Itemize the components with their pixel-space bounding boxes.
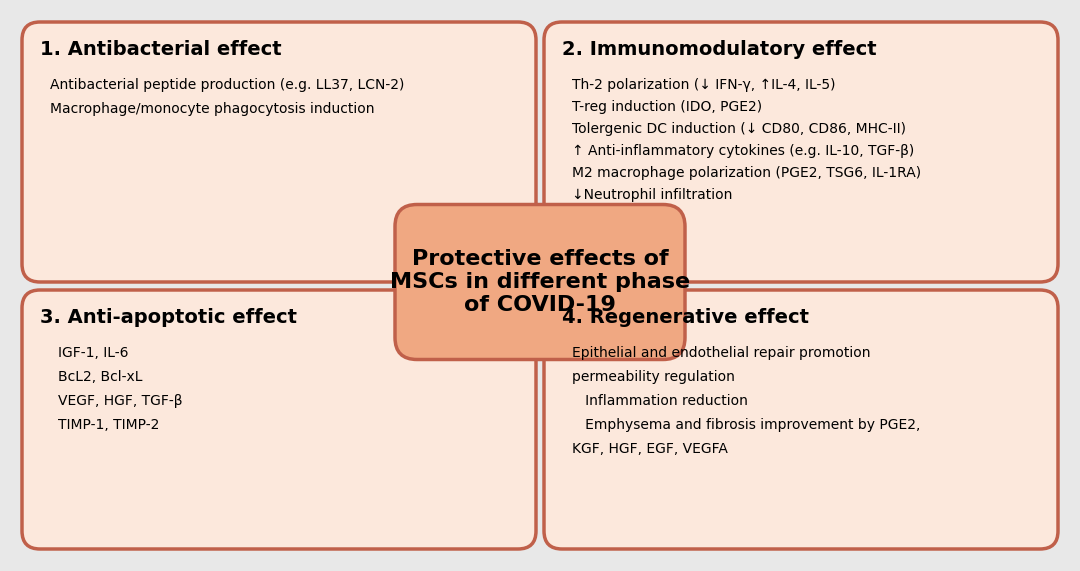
Text: Inflammation reduction: Inflammation reduction — [572, 394, 747, 408]
Text: T-reg induction (IDO, PGE2): T-reg induction (IDO, PGE2) — [572, 100, 762, 114]
Text: Epithelial and endothelial repair promotion: Epithelial and endothelial repair promot… — [572, 346, 870, 360]
Text: 1. Antibacterial effect: 1. Antibacterial effect — [40, 40, 282, 59]
Text: ↑ Anti-inflammatory cytokines (e.g. IL-10, TGF-β): ↑ Anti-inflammatory cytokines (e.g. IL-1… — [572, 144, 915, 158]
Text: Antibacterial peptide production (e.g. LL37, LCN-2): Antibacterial peptide production (e.g. L… — [50, 78, 404, 92]
Text: 3. Anti-apoptotic effect: 3. Anti-apoptotic effect — [40, 308, 297, 327]
Text: Tolergenic DC induction (↓ CD80, CD86, MHC-II): Tolergenic DC induction (↓ CD80, CD86, M… — [572, 122, 906, 136]
Text: permeability regulation: permeability regulation — [572, 370, 734, 384]
Text: 4. Regenerative effect: 4. Regenerative effect — [562, 308, 809, 327]
Text: Emphysema and fibrosis improvement by PGE2,: Emphysema and fibrosis improvement by PG… — [572, 418, 920, 432]
FancyBboxPatch shape — [22, 22, 536, 282]
FancyBboxPatch shape — [22, 290, 536, 549]
Text: ↓Neutrophil infiltration: ↓Neutrophil infiltration — [572, 188, 732, 202]
Text: BcL2, Bcl-xL: BcL2, Bcl-xL — [58, 370, 143, 384]
Text: VEGF, HGF, TGF-β: VEGF, HGF, TGF-β — [58, 394, 183, 408]
FancyBboxPatch shape — [395, 204, 685, 360]
Text: Th-2 polarization (↓ IFN-γ, ↑IL-4, IL-5): Th-2 polarization (↓ IFN-γ, ↑IL-4, IL-5) — [572, 78, 836, 92]
Text: KGF, HGF, EGF, VEGFA: KGF, HGF, EGF, VEGFA — [572, 442, 728, 456]
FancyBboxPatch shape — [544, 290, 1058, 549]
Text: M2 macrophage polarization (PGE2, TSG6, IL-1RA): M2 macrophage polarization (PGE2, TSG6, … — [572, 166, 921, 180]
Text: 2. Immunomodulatory effect: 2. Immunomodulatory effect — [562, 40, 877, 59]
Text: TIMP-1, TIMP-2: TIMP-1, TIMP-2 — [58, 418, 160, 432]
Text: Protective effects of
MSCs in different phase
of COVID-19: Protective effects of MSCs in different … — [390, 249, 690, 315]
Text: IGF-1, IL-6: IGF-1, IL-6 — [58, 346, 129, 360]
Text: Macrophage/monocyte phagocytosis induction: Macrophage/monocyte phagocytosis inducti… — [50, 102, 375, 116]
FancyBboxPatch shape — [544, 22, 1058, 282]
